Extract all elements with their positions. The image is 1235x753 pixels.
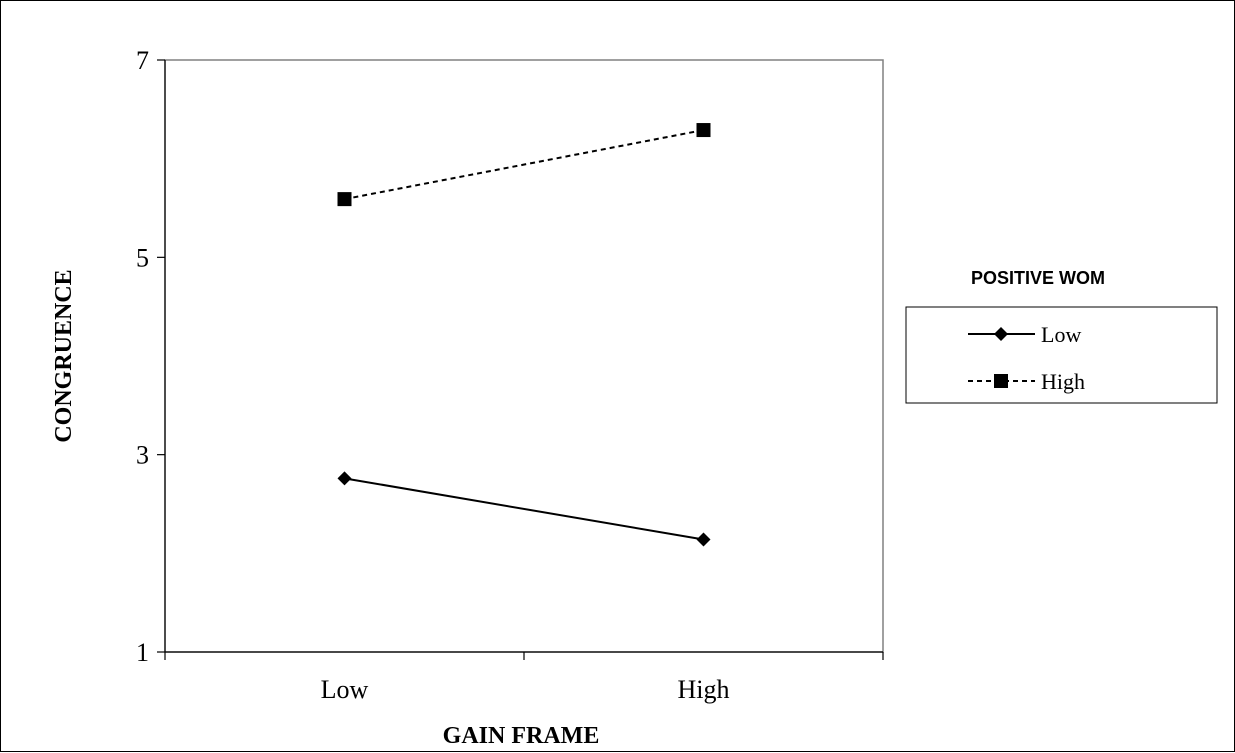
legend-item-high: High <box>968 369 1085 394</box>
y-tick-label: 7 <box>136 46 149 75</box>
data-point-low <box>337 471 352 486</box>
legend-items: Low High <box>968 322 1085 394</box>
data-point-high <box>696 123 711 138</box>
series-line-low <box>344 477 704 541</box>
legend-label: Low <box>1041 322 1081 347</box>
legend-box <box>905 306 1218 404</box>
y-axis-ticks: 1 3 5 7 <box>136 46 165 667</box>
x-axis-ticks: Low High <box>164 652 884 704</box>
legend-marker <box>994 327 1008 341</box>
data-point-low <box>696 532 711 547</box>
series-low <box>337 471 711 547</box>
series-high <box>337 123 711 207</box>
data-point-high <box>337 192 352 207</box>
x-axis-title: GAIN FRAME <box>443 723 600 749</box>
y-tick-label: 1 <box>136 638 149 667</box>
y-tick-label: 5 <box>136 243 149 272</box>
y-tick-label: 3 <box>136 441 149 470</box>
plot-area <box>164 59 884 653</box>
series-layer <box>337 123 711 547</box>
x-tick-label: Low <box>321 675 369 704</box>
legend-item-low: Low <box>968 322 1081 347</box>
y-axis-title: CONGRUENCE <box>51 269 77 442</box>
x-tick-label: High <box>678 675 730 704</box>
legend-title: POSITIVE WOM <box>971 268 1105 288</box>
legend-marker <box>994 374 1008 388</box>
legend-label: High <box>1041 369 1085 394</box>
series-line-high <box>344 129 704 201</box>
